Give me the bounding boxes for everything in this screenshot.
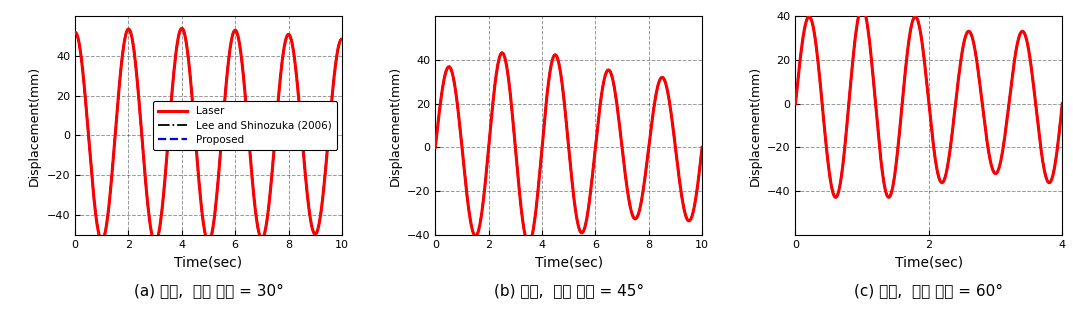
Y-axis label: Displacement(mm): Displacement(mm) (749, 66, 762, 185)
Text: (a) 수직,  수평 각도 = 30°: (a) 수직, 수평 각도 = 30° (133, 283, 283, 298)
Y-axis label: Displacement(mm): Displacement(mm) (388, 66, 401, 185)
X-axis label: Time(sec): Time(sec) (534, 255, 603, 269)
Text: (b) 수직,  수평 각도 = 45°: (b) 수직, 수평 각도 = 45° (494, 283, 644, 298)
X-axis label: Time(sec): Time(sec) (175, 255, 242, 269)
Text: (c) 수직,  수평 각도 = 60°: (c) 수직, 수평 각도 = 60° (854, 283, 1003, 298)
X-axis label: Time(sec): Time(sec) (895, 255, 962, 269)
Legend: Laser, Lee and Shinozuka (2006), Proposed: Laser, Lee and Shinozuka (2006), Propose… (153, 101, 337, 150)
Y-axis label: Displacement(mm): Displacement(mm) (28, 66, 41, 185)
